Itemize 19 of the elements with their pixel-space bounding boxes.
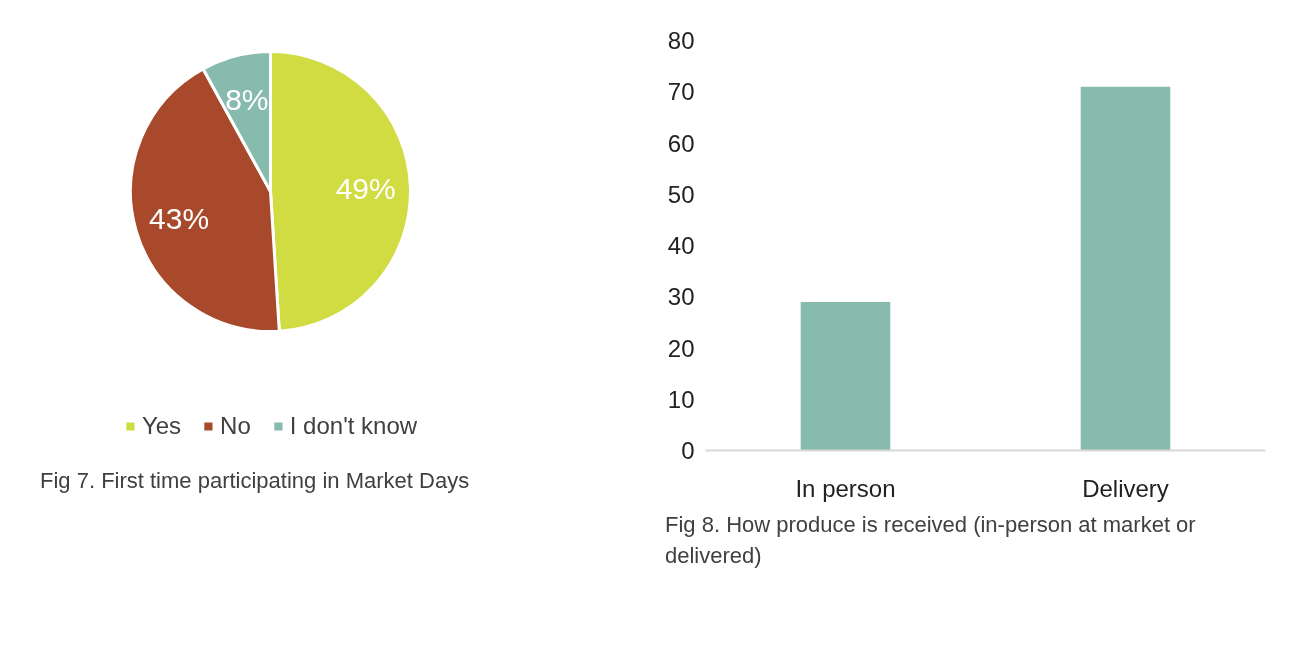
legend-label: Yes <box>141 412 182 440</box>
y-tick-label: 10 <box>667 385 695 413</box>
legend-label: No <box>220 412 251 440</box>
y-tick-label: 80 <box>667 27 695 54</box>
y-tick-label: 40 <box>667 232 695 259</box>
y-tick-label: 20 <box>667 334 695 362</box>
y-tick-label: 70 <box>667 78 695 106</box>
y-tick-label: 60 <box>667 129 695 157</box>
data-label: 49% <box>335 172 396 206</box>
y-tick-label: 0 <box>681 437 695 464</box>
legend-label: I don't know <box>289 412 418 440</box>
caption: Fig 7. First time participating in Market Days <box>40 467 470 495</box>
x-tick-label: Delivery <box>1082 474 1169 502</box>
y-tick-label: 50 <box>667 180 695 208</box>
data-label: 8% <box>225 82 269 116</box>
x-tick-label: In person <box>795 474 896 502</box>
y-tick-label: 30 <box>667 283 695 311</box>
data-label: 43% <box>149 201 210 235</box>
caption: Fig 8. How produce is received (in-person at market or delivered) <box>665 511 1197 571</box>
